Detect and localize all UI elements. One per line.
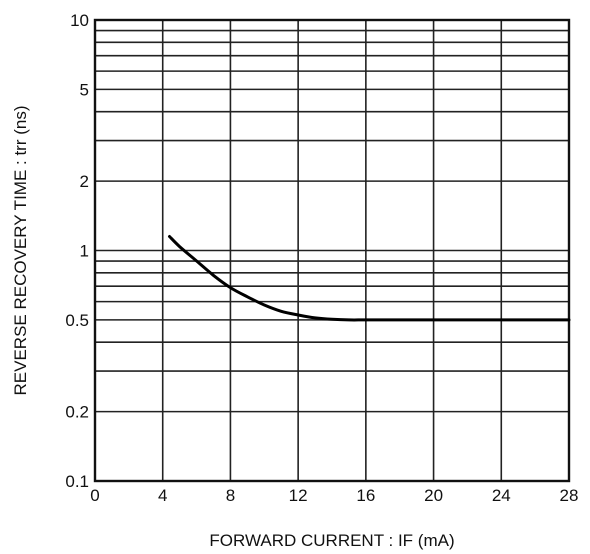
y-tick-labels: 0.1 0.2 0.5 1 2 5 10 — [65, 11, 89, 491]
y-tick-label: 2 — [80, 172, 89, 191]
x-tick-labels: 0 4 8 12 16 20 24 28 — [90, 486, 578, 505]
x-tick-label: 8 — [226, 486, 235, 505]
y-tick-label: 5 — [80, 80, 89, 99]
y-tick-label: 0.1 — [65, 472, 89, 491]
y-tick-label: 0.5 — [65, 311, 89, 330]
x-tick-label: 0 — [90, 486, 99, 505]
y-tick-label: 0.2 — [65, 403, 89, 422]
y-tick-label: 10 — [70, 11, 89, 30]
x-tick-label: 4 — [158, 486, 167, 505]
x-tick-label: 12 — [289, 486, 308, 505]
x-tick-label: 28 — [560, 486, 579, 505]
plot-frame — [93, 18, 571, 483]
grid-lines — [95, 20, 569, 481]
series-line — [168, 235, 571, 322]
x-tick-label: 20 — [424, 486, 443, 505]
x-tick-label: 16 — [356, 486, 375, 505]
y-tick-label: 1 — [80, 242, 89, 261]
y-axis-title: REVERSE RECOVERY TIME : trr (ns) — [11, 105, 30, 395]
x-tick-label: 24 — [492, 486, 511, 505]
x-axis-title: FORWARD CURRENT : IF (mA) — [209, 531, 454, 550]
